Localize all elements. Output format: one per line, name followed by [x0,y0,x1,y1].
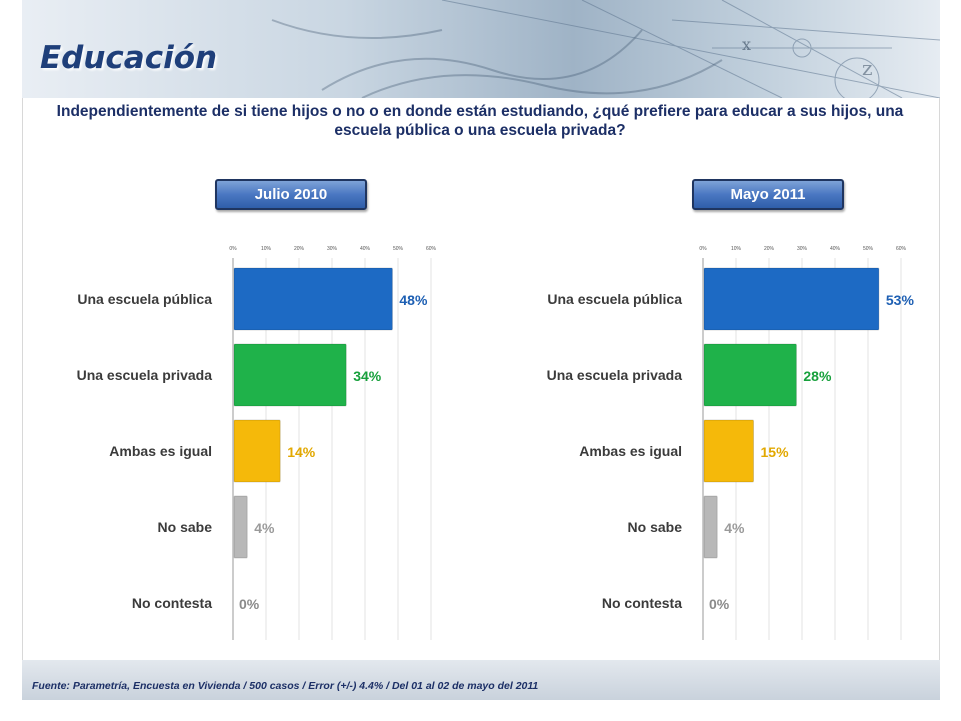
header-banner: x z [22,0,940,98]
tick-label: 50% [863,246,874,252]
data-label: 34% [353,368,382,384]
source-note: Fuente: Parametría, Encuesta en Vivienda… [32,680,539,692]
tick-label: 60% [896,246,907,252]
category-label: Una escuela pública [77,291,212,307]
data-label: 28% [803,368,832,384]
category-label: Una escuela privada [77,367,213,383]
category-label: Ambas es igual [579,443,682,459]
data-label: 53% [886,292,915,308]
tick-label: 20% [764,246,775,252]
footer-band [22,660,940,700]
svg-text:x: x [742,35,751,54]
bar [703,419,754,483]
category-label: No contesta [602,595,682,611]
category-label: Una escuela pública [547,291,682,307]
survey-question: Independientemente de si tiene hijos o n… [56,103,904,139]
tick-label: 40% [830,246,841,252]
category-label: No sabe [158,519,213,535]
data-label: 14% [287,444,316,460]
category-label: Una escuela privada [547,367,683,383]
tick-label: 50% [393,246,404,252]
data-label: 0% [239,596,260,612]
tick-label: 0% [699,246,707,252]
tick-label: 60% [426,246,437,252]
tick-label: 30% [797,246,808,252]
data-label: 4% [724,520,745,536]
tick-label: 20% [294,246,305,252]
bar [703,495,718,559]
tick-label: 10% [731,246,742,252]
category-label: No sabe [628,519,683,535]
category-label: No contesta [132,595,212,611]
bar [703,343,797,407]
data-label: 15% [761,444,790,460]
bar [233,267,393,331]
tick-label: 0% [229,246,237,252]
data-label: 0% [709,596,730,612]
tick-label: 30% [327,246,338,252]
bar [233,419,281,483]
category-label: Ambas es igual [109,443,212,459]
slide-title: Educación [40,40,218,76]
period-label-julio-2010: Julio 2010 [215,179,367,210]
data-label: 48% [399,292,428,308]
tick-label: 40% [360,246,371,252]
header-decoration-graphic: x z [271,0,940,98]
slide-frame [22,0,940,700]
tick-label: 10% [261,246,272,252]
bar [233,495,248,559]
period-label-mayo-2011: Mayo 2011 [692,179,844,210]
svg-text:z: z [862,56,873,80]
bar [703,267,880,331]
data-label: 4% [254,520,275,536]
bar [233,343,347,407]
